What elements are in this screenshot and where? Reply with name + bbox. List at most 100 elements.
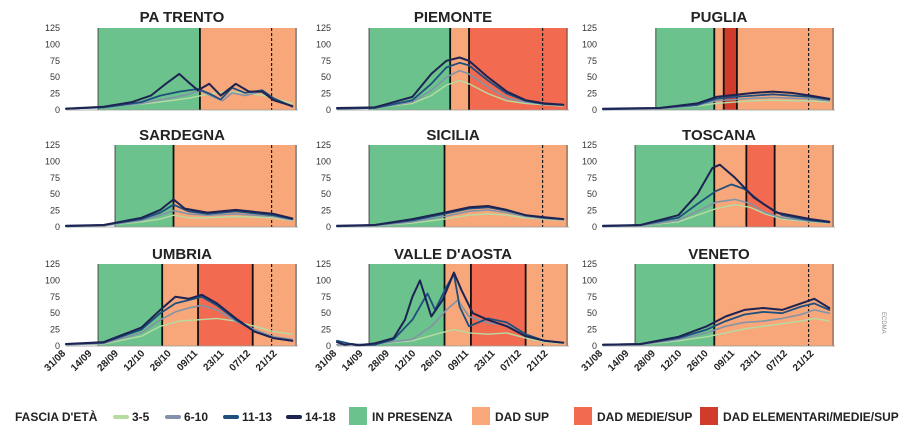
panel-piemonte: 0 25 50 75 100 125 PIEMONTE xyxy=(316,9,569,115)
y-tick-label: 75 xyxy=(321,173,331,183)
panel-title: VALLE D'AOSTA xyxy=(394,246,512,263)
y-tick-label: 0 xyxy=(55,222,60,232)
y-tick-label: 125 xyxy=(582,23,597,33)
y-tick-label: 25 xyxy=(587,89,597,99)
legend-swatch-14-18 xyxy=(286,415,302,419)
y-tick-label: 50 xyxy=(587,189,597,199)
series-line-14-18 xyxy=(602,297,831,346)
x-tick-label: 14/09 xyxy=(69,348,95,374)
series-line-14-18 xyxy=(602,90,831,110)
series-line-6-10 xyxy=(65,209,294,228)
zone-dad-sup xyxy=(444,264,471,346)
y-tick-label: 50 xyxy=(50,72,60,82)
x-tick-label: 23/11 xyxy=(201,348,226,373)
panel-toscana: 0 25 50 75 100 125 TOSCANA xyxy=(582,127,835,232)
y-tick-label: 100 xyxy=(45,39,60,49)
x-tick-label: 12/10 xyxy=(659,348,685,374)
series-line-11-13 xyxy=(602,183,831,228)
x-tick-label: 21/12 xyxy=(525,348,551,374)
x-tick-label: 31/08 xyxy=(580,348,606,374)
series-line-3-5 xyxy=(65,317,293,346)
y-tick-label: 50 xyxy=(321,72,331,82)
y-tick-label: 75 xyxy=(50,173,60,183)
series-line-3-5 xyxy=(336,328,564,346)
series-line-11-13 xyxy=(65,86,294,110)
panel-sicilia: 0 25 50 75 100 125 SICILIA xyxy=(316,127,569,232)
legend-label-14-18: 14-18 xyxy=(305,410,336,424)
y-tick-label: 75 xyxy=(50,292,60,302)
y-tick-label: 125 xyxy=(45,140,60,150)
legend-zone-swatch-dad-sup xyxy=(472,407,490,425)
panel-title: UMBRIA xyxy=(152,246,212,263)
panel-title: PIEMONTE xyxy=(414,9,492,26)
zone-dad-sup xyxy=(714,145,747,227)
x-tick-label: 07/12 xyxy=(764,348,790,374)
y-tick-label: 0 xyxy=(592,341,597,351)
legend-zone-label-in-presenza: IN PRESENZA xyxy=(372,410,453,424)
y-tick-label: 125 xyxy=(316,140,331,150)
credit: ECDMA xyxy=(880,312,886,334)
y-tick-label: 75 xyxy=(587,56,597,66)
zone-dad-sup xyxy=(714,28,724,110)
zone-in-presenza xyxy=(655,28,715,110)
y-tick-label: 100 xyxy=(316,275,331,285)
y-tick-label: 25 xyxy=(321,206,331,216)
legend-zone-label-dad-medie-sup: DAD MEDIE/SUP xyxy=(597,410,693,424)
legend-zone-swatch-dad-elementari-medie-sup xyxy=(700,407,718,425)
x-tick-label: 09/11 xyxy=(446,348,471,373)
legend-zone-label-dad-elementari-medie-sup: DAD ELEMENTARI/MEDIE/SUP xyxy=(723,410,899,424)
series-line-3-5 xyxy=(602,317,830,346)
y-tick-label: 75 xyxy=(50,56,60,66)
legend-swatch-6-10 xyxy=(165,415,181,419)
x-tick-label: 07/12 xyxy=(498,348,524,374)
y-tick-label: 50 xyxy=(321,308,331,318)
y-tick-label: 100 xyxy=(316,39,331,49)
legend-zone-swatch-in-presenza xyxy=(349,407,367,425)
y-tick-label: 50 xyxy=(587,72,597,82)
zone-dad-sup xyxy=(714,264,834,346)
x-tick-label: 14/09 xyxy=(606,348,632,374)
y-tick-label: 25 xyxy=(587,206,597,216)
x-tick-label: 26/10 xyxy=(419,348,445,374)
panel-valle-d-aosta: 0 25 50 75 100 125 VALLE D'AOSTA 31/08 14/09 28/0… xyxy=(314,246,569,374)
y-tick-label: 125 xyxy=(316,23,331,33)
y-tick-label: 125 xyxy=(316,259,331,269)
zone-dad-medie-sup xyxy=(198,264,253,346)
panel-title: PUGLIA xyxy=(691,9,748,26)
x-tick-label: 09/11 xyxy=(175,348,200,373)
y-tick-label: 100 xyxy=(45,156,60,166)
x-tick-label: 28/09 xyxy=(95,348,121,374)
panel-title: TOSCANA xyxy=(682,127,756,144)
y-tick-label: 50 xyxy=(587,308,597,318)
x-tick-label: 21/12 xyxy=(254,348,280,374)
y-tick-label: 100 xyxy=(45,275,60,285)
x-tick-label: 12/10 xyxy=(393,348,419,374)
x-tick-label: 28/09 xyxy=(632,348,658,374)
zone-dad-sup xyxy=(162,264,199,346)
y-tick-label: 0 xyxy=(326,105,331,115)
y-tick-label: 100 xyxy=(582,156,597,166)
x-tick-label: 07/12 xyxy=(227,348,253,374)
y-tick-label: 0 xyxy=(55,105,60,115)
zone-dad-sup xyxy=(450,28,470,110)
y-tick-label: 75 xyxy=(321,292,331,302)
y-tick-label: 25 xyxy=(50,89,60,99)
panel-title: VENETO xyxy=(688,246,750,263)
x-tick-label: 23/11 xyxy=(738,348,763,373)
legend-zone-label-dad-sup: DAD SUP xyxy=(495,410,550,424)
series-line-14-18 xyxy=(65,72,294,110)
y-tick-label: 50 xyxy=(50,189,60,199)
panel-sardegna: 0 25 50 75 100 125 SARDEGNA xyxy=(45,127,298,232)
series-line-6-10 xyxy=(336,69,565,110)
y-tick-label: 25 xyxy=(587,325,597,335)
zone-dad-elementari-medie-sup xyxy=(723,28,737,110)
series-line-6-10 xyxy=(65,304,294,346)
series-line-6-10 xyxy=(602,309,831,347)
x-tick-label: 14/09 xyxy=(340,348,366,374)
panel-title: PA TRENTO xyxy=(140,9,225,26)
legend-label-11-13: 11-13 xyxy=(242,410,273,424)
zone-in-presenza xyxy=(369,145,445,227)
zone-in-presenza xyxy=(98,28,200,110)
